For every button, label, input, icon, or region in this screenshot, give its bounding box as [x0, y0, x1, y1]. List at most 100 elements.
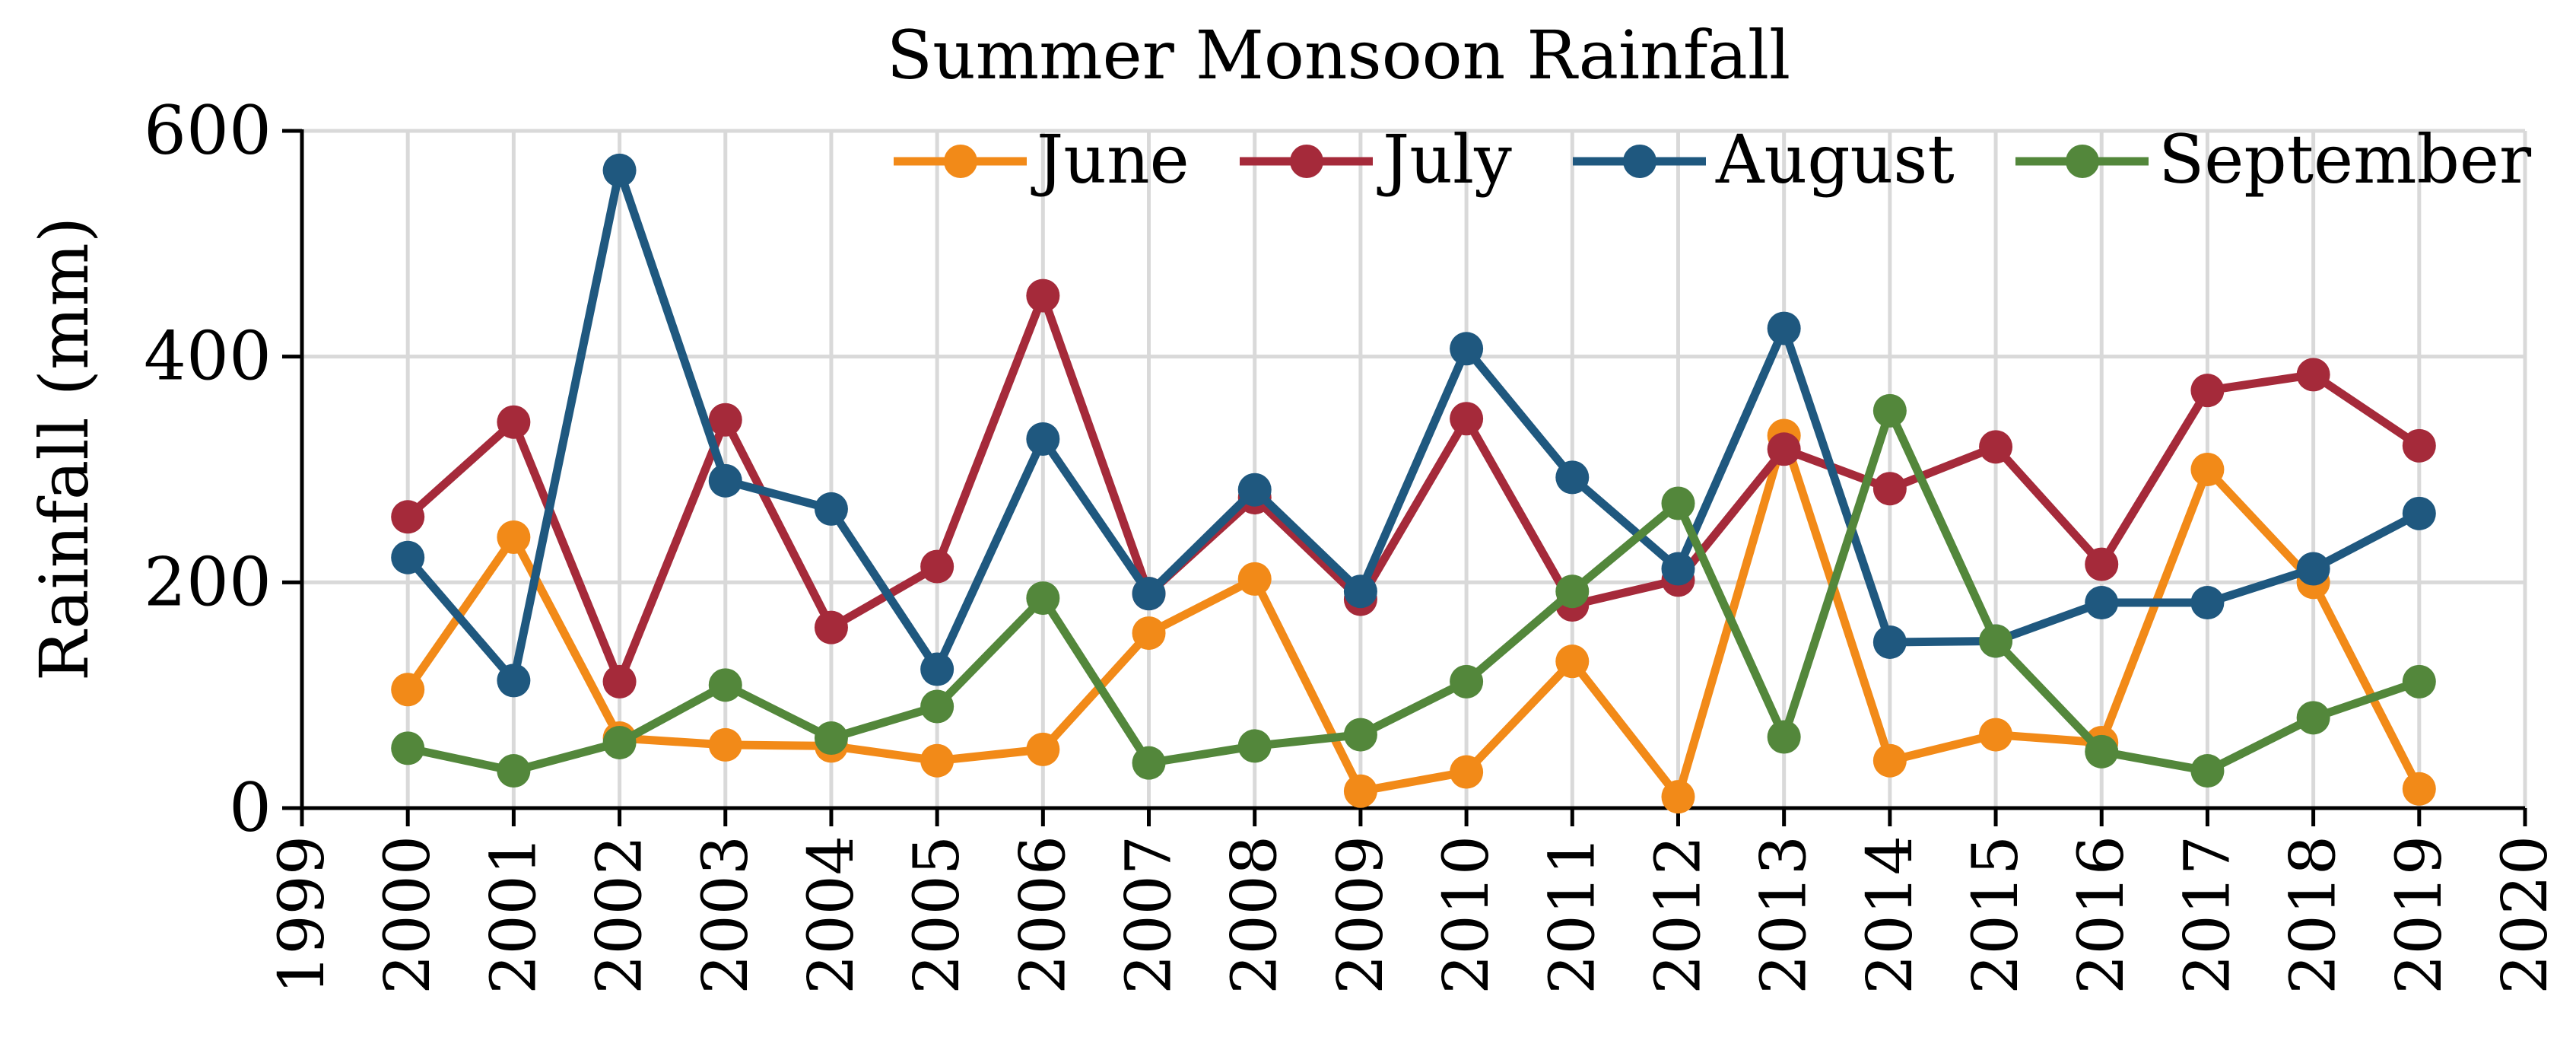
y-tick-label: 200 — [144, 543, 272, 621]
x-tick-label: 2020 — [2489, 835, 2562, 994]
data-point-august — [1767, 311, 1801, 345]
data-point-july — [1767, 432, 1801, 466]
series-line-june — [404, 431, 2423, 801]
data-point-september — [708, 668, 742, 702]
legend-label-september: September — [2158, 120, 2532, 199]
data-point-september — [1979, 624, 2013, 658]
x-tick-label: 2001 — [478, 835, 550, 994]
x-tick-label: 2014 — [1854, 835, 1926, 994]
data-point-august — [1661, 552, 1695, 586]
series-july — [391, 278, 2436, 699]
data-point-september — [391, 731, 425, 765]
legend: June July August September — [894, 120, 2532, 199]
x-tick-label: 2019 — [2384, 835, 2456, 994]
legend-marker-september — [2066, 145, 2099, 178]
x-tick-label: 2007 — [1113, 835, 1186, 994]
x-tick-label: 2013 — [1749, 835, 1821, 994]
data-point-june — [2190, 453, 2225, 486]
data-point-june — [497, 520, 531, 554]
data-point-august — [1343, 574, 1377, 609]
data-point-august — [1132, 577, 1166, 611]
data-point-august — [497, 664, 531, 698]
data-point-june — [1661, 780, 1695, 814]
series-line-september — [407, 406, 2421, 775]
data-point-august — [1872, 625, 1907, 659]
data-point-september — [497, 754, 531, 788]
data-point-august — [2085, 586, 2119, 620]
data-point-september — [2085, 734, 2119, 769]
legend-item-july: July — [1240, 120, 1512, 199]
x-tick-label: 2017 — [2171, 835, 2244, 994]
axes — [282, 129, 2527, 826]
series-august — [391, 153, 2436, 698]
data-point-august — [1450, 332, 1484, 366]
data-point-september — [2402, 664, 2436, 699]
data-point-september — [602, 725, 637, 759]
data-point-august — [2296, 552, 2330, 586]
data-point-june — [1450, 755, 1484, 789]
y-tick-label: 0 — [229, 769, 272, 847]
data-point-july — [2296, 358, 2330, 392]
legend-item-august: August — [1573, 120, 1955, 199]
data-point-august — [2402, 496, 2436, 530]
data-point-july — [1450, 402, 1484, 436]
data-point-june — [1872, 743, 1907, 778]
series — [391, 153, 2436, 814]
data-point-september — [1767, 720, 1801, 754]
data-point-august — [920, 652, 954, 686]
data-point-august — [1555, 460, 1590, 495]
data-point-june — [391, 673, 425, 707]
data-point-september — [1661, 486, 1695, 520]
data-point-june — [1979, 718, 2013, 752]
data-point-september — [2190, 754, 2225, 788]
x-tick-label: 2009 — [1325, 835, 1397, 994]
x-tick-label: 2004 — [796, 835, 868, 994]
data-point-september — [1450, 664, 1484, 699]
data-point-august — [602, 153, 637, 187]
x-tick-label: 2003 — [690, 835, 762, 994]
data-point-august — [814, 492, 848, 526]
data-point-june — [1026, 732, 1060, 766]
x-tick-label: 2006 — [1007, 835, 1079, 994]
x-tick-label: 2018 — [2278, 835, 2350, 994]
x-tick-label: 1999 — [266, 835, 338, 994]
data-point-september — [1237, 729, 1272, 763]
x-tick-label: 2010 — [1431, 835, 1503, 994]
data-point-june — [708, 727, 742, 762]
data-point-september — [1132, 746, 1166, 780]
data-point-september — [1872, 393, 1907, 428]
legend-marker-july — [1290, 145, 1323, 178]
data-point-june — [2402, 772, 2436, 806]
chart-title: Summer Monsoon Rainfall — [887, 16, 1790, 94]
data-point-june — [1343, 774, 1377, 808]
data-point-august — [2190, 586, 2225, 620]
series-line-august — [405, 166, 2422, 685]
y-tick-label: 400 — [144, 317, 272, 396]
data-point-september — [920, 689, 954, 724]
x-tick-label: 2005 — [901, 835, 974, 994]
series-line-july — [405, 291, 2422, 686]
x-tick-label: 2011 — [1536, 835, 1609, 994]
data-point-july — [2190, 374, 2225, 408]
data-point-july — [1872, 472, 1907, 506]
data-point-september — [1555, 574, 1590, 609]
data-point-august — [1026, 422, 1060, 456]
data-point-september — [1343, 718, 1377, 752]
data-point-july — [497, 405, 531, 439]
x-axis-tick-labels: 1999 2000 2001 2002 2003 2004 2005 2006 2007 2008… — [266, 835, 2562, 994]
legend-item-september: September — [2015, 120, 2532, 199]
data-point-july — [602, 664, 637, 699]
y-axis-tick-labels: 0 200 400 600 — [144, 91, 272, 847]
data-point-july — [2402, 428, 2436, 463]
data-point-june — [920, 743, 954, 778]
series-september — [391, 393, 2436, 788]
y-axis-label: Rainfall (mm) — [25, 217, 103, 681]
legend-item-june: June — [894, 120, 1190, 199]
data-point-august — [708, 463, 742, 498]
x-tick-label: 2000 — [372, 835, 444, 994]
data-point-september — [1026, 581, 1060, 616]
x-tick-label: 2002 — [584, 835, 656, 994]
data-point-june — [1132, 616, 1166, 651]
